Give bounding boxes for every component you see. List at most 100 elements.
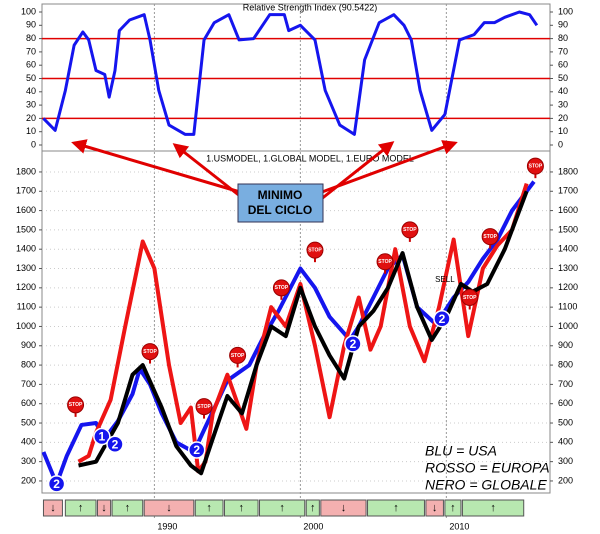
y-tick-label: 500	[21, 417, 36, 427]
y-tick-label: 1800	[558, 166, 578, 176]
y-tick-label: 80	[558, 33, 568, 43]
y-tick-label: 20	[26, 113, 36, 123]
stop-sign	[376, 253, 394, 271]
regime-label: ↑	[239, 502, 245, 514]
y-tick-label: 700	[21, 379, 36, 389]
stop-sign	[481, 228, 499, 246]
y-tick-label: 80	[26, 33, 36, 43]
stop-sign	[141, 343, 159, 361]
stop-label: STOP	[403, 227, 417, 233]
regime-box	[64, 499, 97, 517]
y-tick-label: 70	[26, 46, 36, 56]
sell-label: SELL	[435, 275, 455, 284]
y-tick-label: 500	[558, 417, 573, 427]
y-tick-label: 1400	[16, 244, 36, 254]
y-tick-label: 900	[21, 340, 36, 350]
annotation: MINIMO	[258, 188, 303, 202]
y-tick-label: 1300	[558, 263, 578, 273]
y-tick-label: 1000	[16, 321, 36, 331]
y-tick-label: 30	[558, 99, 568, 109]
series-line	[42, 10, 539, 136]
regime-label: ↓	[341, 502, 347, 514]
regime-label: ↓	[50, 502, 56, 514]
cycle-label: 2	[439, 312, 446, 326]
y-tick-label: 900	[558, 340, 573, 350]
model-label: 1.USMODEL, 1.GLOBAL MODEL, 1.EURO MODEL	[206, 153, 414, 163]
y-tick-label: 30	[26, 99, 36, 109]
y-tick-label: 10	[26, 126, 36, 136]
y-tick-label: 1000	[558, 321, 578, 331]
y-tick-label: 1600	[16, 205, 36, 215]
y-tick-label: 400	[21, 437, 36, 447]
y-tick-label: 10	[558, 126, 568, 136]
y-tick-label: 60	[558, 60, 568, 70]
y-tick-label: 200	[21, 475, 36, 485]
regime-label: ↑	[450, 502, 456, 514]
y-tick-label: 1100	[558, 302, 577, 312]
stop-label: STOP	[308, 248, 322, 254]
stop-label: STOP	[463, 295, 477, 301]
y-tick-label: 600	[558, 398, 573, 408]
y-tick-label: 1100	[17, 302, 36, 312]
x-tick-label: 2000	[303, 521, 323, 531]
regime-label: ↑	[393, 502, 399, 514]
cycle-point	[93, 427, 111, 446]
y-tick-label: 40	[558, 86, 568, 96]
stop-sign	[526, 157, 544, 175]
price-frame	[41, 150, 551, 494]
cycle-point	[433, 309, 451, 328]
regime-label: ↓	[101, 502, 107, 514]
y-tick-label: 1200	[558, 282, 578, 292]
y-tick-label: 200	[558, 475, 573, 485]
stop-sign	[461, 288, 479, 306]
stop-sign	[272, 279, 290, 297]
cycle-label: 2	[112, 437, 119, 451]
y-tick-label: 100	[21, 6, 36, 16]
stop-label: STOP	[378, 259, 392, 265]
series-line	[78, 190, 529, 476]
y-tick-label: 800	[558, 359, 573, 369]
y-tick-label: 1700	[16, 186, 36, 196]
y-tick-label: 1700	[558, 186, 578, 196]
regime-label: ↑	[125, 502, 131, 514]
cycle-point	[187, 441, 206, 459]
y-tick-label: 90	[26, 20, 36, 30]
y-tick-label: 100	[558, 6, 573, 16]
annotation: DEL CICLO	[248, 203, 312, 217]
x-tick-label: 1990	[157, 521, 177, 531]
y-tick-label: 70	[558, 46, 568, 56]
y-tick-label: 0	[31, 139, 36, 149]
regime-box	[367, 499, 425, 517]
regime-box	[223, 499, 259, 517]
y-tick-label: 1500	[558, 224, 578, 234]
regime-box	[111, 499, 144, 517]
stop-label: STOP	[69, 402, 83, 408]
y-tick-label: 1200	[16, 282, 36, 292]
series-line	[77, 182, 529, 474]
cycle-point	[47, 475, 66, 493]
stop-label: STOP	[275, 285, 289, 291]
y-tick-label: 300	[558, 456, 573, 466]
regime-box	[320, 499, 367, 517]
cycle-label: 2	[350, 337, 357, 351]
cycle-point	[344, 335, 362, 353]
cycle-label: 1	[99, 430, 106, 444]
stop-sign	[67, 396, 85, 414]
cycle-label: 2	[53, 477, 60, 491]
regime-box	[143, 499, 195, 517]
stop-sign	[195, 398, 213, 416]
cycle-point	[106, 435, 124, 454]
y-tick-label: 40	[26, 86, 36, 96]
regime-box	[96, 499, 112, 517]
stop-label: STOP	[197, 404, 211, 410]
y-tick-label: 20	[558, 113, 568, 123]
regime-box	[42, 499, 63, 517]
arrows	[71, 139, 458, 202]
stop-label: STOP	[143, 349, 157, 355]
cycle-label: 2	[193, 443, 200, 457]
annotation-box	[237, 183, 324, 223]
regime-box	[444, 499, 462, 517]
stop-sign	[401, 221, 419, 239]
